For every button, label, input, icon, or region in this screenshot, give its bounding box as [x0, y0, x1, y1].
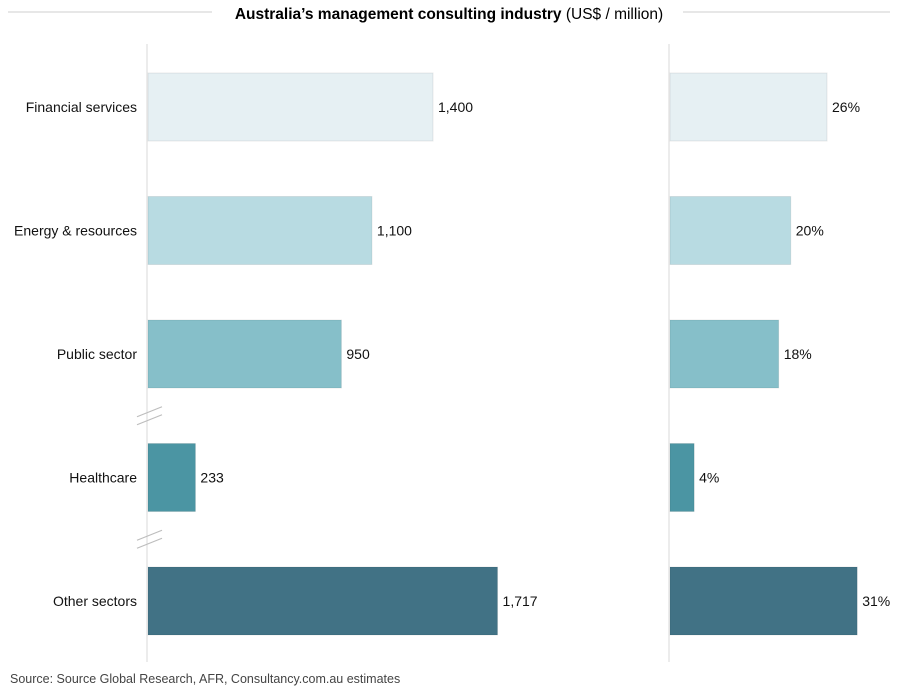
category-label-other-sectors: Other sectors	[53, 593, 137, 609]
value-label-healthcare: 233	[200, 470, 224, 486]
value-label-public-sector: 950	[346, 346, 370, 362]
axis-break-healthcare	[136, 529, 163, 549]
category-label-public-sector: Public sector	[57, 346, 137, 362]
category-label-healthcare: Healthcare	[69, 470, 137, 486]
chart-title-unit: (US$ / million)	[562, 6, 664, 23]
share-label-financial-services: 26%	[832, 99, 860, 115]
bars-group: Financial services 1,400 26% Energy & resou…	[14, 72, 890, 636]
bar-share-financial-services	[669, 72, 828, 142]
category-label-financial-services: Financial services	[26, 99, 137, 115]
bar-share-public-sector	[669, 319, 780, 389]
share-label-public-sector: 18%	[784, 346, 812, 362]
chart-title-main: Australia’s management consulting indust…	[235, 6, 562, 23]
bar-value-healthcare	[147, 443, 196, 512]
share-label-healthcare: 4%	[699, 470, 719, 486]
share-label-energy-and-resources: 20%	[796, 223, 824, 239]
axis-break-stroke	[136, 529, 163, 541]
chart-title: Australia’s management consulting indust…	[235, 6, 663, 23]
value-label-financial-services: 1,400	[438, 99, 473, 115]
category-label-energy-and-resources: Energy & resources	[14, 223, 137, 239]
value-label-energy-and-resources: 1,100	[377, 223, 412, 239]
axis-break-stroke	[136, 414, 163, 426]
axis-break-stroke	[136, 537, 163, 549]
value-label-other-sectors: 1,717	[503, 593, 538, 609]
bar-value-public-sector	[147, 319, 342, 389]
axis-break-public-sector	[136, 406, 163, 426]
bar-share-healthcare	[669, 443, 695, 512]
bar-value-other-sectors	[147, 566, 499, 636]
share-label-other-sectors: 31%	[862, 593, 890, 609]
source-note: Source: Source Global Research, AFR, Con…	[10, 672, 401, 686]
axis-break-stroke	[136, 406, 163, 418]
axis-breaks	[136, 406, 163, 549]
bar-value-energy-and-resources	[147, 196, 373, 265]
bar-share-other-sectors	[669, 566, 858, 636]
bar-share-energy-and-resources	[669, 196, 792, 265]
bar-value-financial-services	[147, 72, 434, 142]
